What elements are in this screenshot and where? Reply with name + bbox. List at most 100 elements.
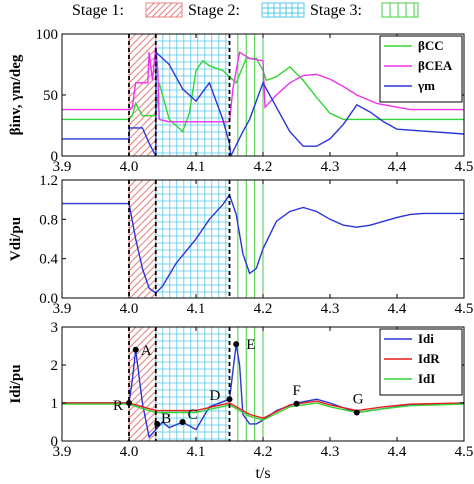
- stage-3-label: Stage 3:: [310, 2, 362, 19]
- annotation-G: G: [353, 392, 364, 408]
- legend-entry-CC: βCC: [418, 38, 444, 53]
- series-line-m: [62, 50, 464, 156]
- annotation-dot: [132, 346, 139, 353]
- x-tick-label: 4.0: [120, 444, 139, 460]
- stage-1-hatch: [129, 194, 156, 223]
- stage-1-hatch: [129, 111, 156, 140]
- stage-1-hatch: [158, 180, 276, 298]
- stage-1-hatch: [235, 180, 353, 298]
- stage-1-hatch: [189, 34, 311, 156]
- y-tick-label: 2: [51, 358, 59, 374]
- legend-entry-dR: IdR: [418, 351, 440, 366]
- stage-2-label: Stage 2:: [188, 2, 240, 19]
- y-tick-label: 100: [36, 27, 59, 43]
- stage-shading: [128, 34, 395, 156]
- series-line-CEA: [62, 46, 464, 123]
- stage-1-hatch: [129, 215, 156, 244]
- stage-1-hatch: [129, 341, 156, 370]
- y-tick-label: 0: [51, 149, 59, 165]
- stage-1-hatch: [129, 201, 156, 230]
- stage-1-hatch: [146, 146, 156, 156]
- y-tick-label: 0.8: [39, 212, 58, 228]
- stage-1-hatch: [253, 327, 367, 441]
- annotation-C: C: [188, 407, 198, 423]
- x-tick-label: 4.0: [120, 159, 139, 175]
- stage-1-hatch: [129, 257, 156, 286]
- stage-1-hatch: [211, 327, 325, 441]
- stage-1-hatch: [129, 376, 156, 405]
- stage-1-hatch: [129, 250, 156, 279]
- stage-1-hatch: [129, 90, 156, 119]
- series-line-dI: [62, 402, 464, 421]
- stage-1-hatch: [273, 34, 395, 156]
- x-tick-label: 4.5: [455, 301, 474, 317]
- stage-1-hatch: [129, 48, 156, 77]
- legend-entry-di: Idi: [418, 331, 434, 346]
- stage-1-hatch: [207, 180, 325, 298]
- stage-1-hatch: [133, 418, 156, 441]
- stage-1-hatch: [129, 187, 156, 216]
- stage-1-swatch: [145, 2, 183, 18]
- stage-1-hatch: [129, 76, 156, 105]
- legend-box: [379, 328, 463, 396]
- stage-1-hatch: [267, 327, 381, 441]
- stage-1-hatch: [204, 327, 318, 441]
- stage-1-hatch: [129, 34, 137, 42]
- stage-1-hatch: [165, 180, 283, 298]
- annotation-D: D: [210, 388, 221, 404]
- annotation-dot: [353, 409, 360, 416]
- annotation-dot: [154, 420, 161, 427]
- stage-1-hatch: [221, 180, 339, 298]
- stage-1-hatch: [224, 34, 346, 156]
- stage-2-swatch: [261, 2, 305, 18]
- stage-1-label: Stage 1:: [72, 2, 124, 19]
- stage-1-hatch: [129, 104, 156, 133]
- stage-1-hatch: [129, 118, 156, 147]
- stage-1-hatch: [270, 180, 388, 298]
- stage-1-hatch: [129, 62, 156, 91]
- stage-legend: Stage 1: Stage 2: Stage 3:: [72, 2, 419, 19]
- stage-1-hatch: [129, 69, 156, 98]
- stage-1-hatch: [225, 327, 339, 441]
- stage-1-hatch: [129, 34, 151, 56]
- x-tick-label: 4.4: [388, 444, 407, 460]
- stage-1-hatch: [129, 34, 144, 49]
- stage-1-hatch: [153, 153, 156, 156]
- stage-1-hatch: [129, 327, 130, 328]
- annotation-dot: [293, 400, 300, 407]
- legend-entry-CEA: βCEA: [418, 58, 453, 73]
- x-axis-label: t/s: [255, 465, 270, 482]
- stage-1-hatch: [150, 292, 156, 298]
- series-line-CC: [62, 57, 464, 133]
- x-tick-label: 4.5: [455, 444, 474, 460]
- stage-1-hatch: [231, 34, 353, 156]
- panel-beta-gamma: 3.9 4.0 4.1 4.2 4.3 4.4 4.5 0 50 100 βinv, γm/deg β…: [8, 27, 473, 175]
- y-tick-label: 50: [43, 88, 58, 104]
- x-tick-label: 3.9: [53, 301, 72, 317]
- annotation-F: F: [293, 383, 301, 399]
- stage-1-hatch: [217, 34, 339, 156]
- stage-1-hatch: [238, 34, 360, 156]
- stage-1-hatch: [129, 180, 156, 209]
- stage-shading: [128, 180, 388, 298]
- stage-1-hatch: [129, 327, 151, 349]
- x-tick-label: 4.1: [187, 444, 206, 460]
- stage-1-hatch: [129, 327, 144, 342]
- stage-1-hatch: [129, 397, 156, 426]
- stage-1-hatch: [260, 327, 374, 441]
- x-tick-label: 3.9: [53, 159, 72, 175]
- stage-1-hatch: [129, 334, 156, 363]
- stage-1-hatch: [129, 362, 156, 391]
- x-tick-label: 4.3: [321, 159, 340, 175]
- stage-1-hatch: [175, 34, 297, 156]
- legend-box: [379, 35, 463, 103]
- x-tick-label: 4.2: [254, 301, 273, 317]
- annotation-A: A: [141, 343, 152, 359]
- series-group: [62, 46, 464, 156]
- annotation-E: E: [246, 337, 255, 353]
- y-axis-label: βinv, γm/deg: [8, 54, 24, 135]
- stage-shading: [128, 327, 381, 441]
- y-tick-label: 1.2: [39, 173, 58, 189]
- stage-1-hatch: [129, 243, 156, 272]
- stage-1-hatch: [129, 180, 151, 202]
